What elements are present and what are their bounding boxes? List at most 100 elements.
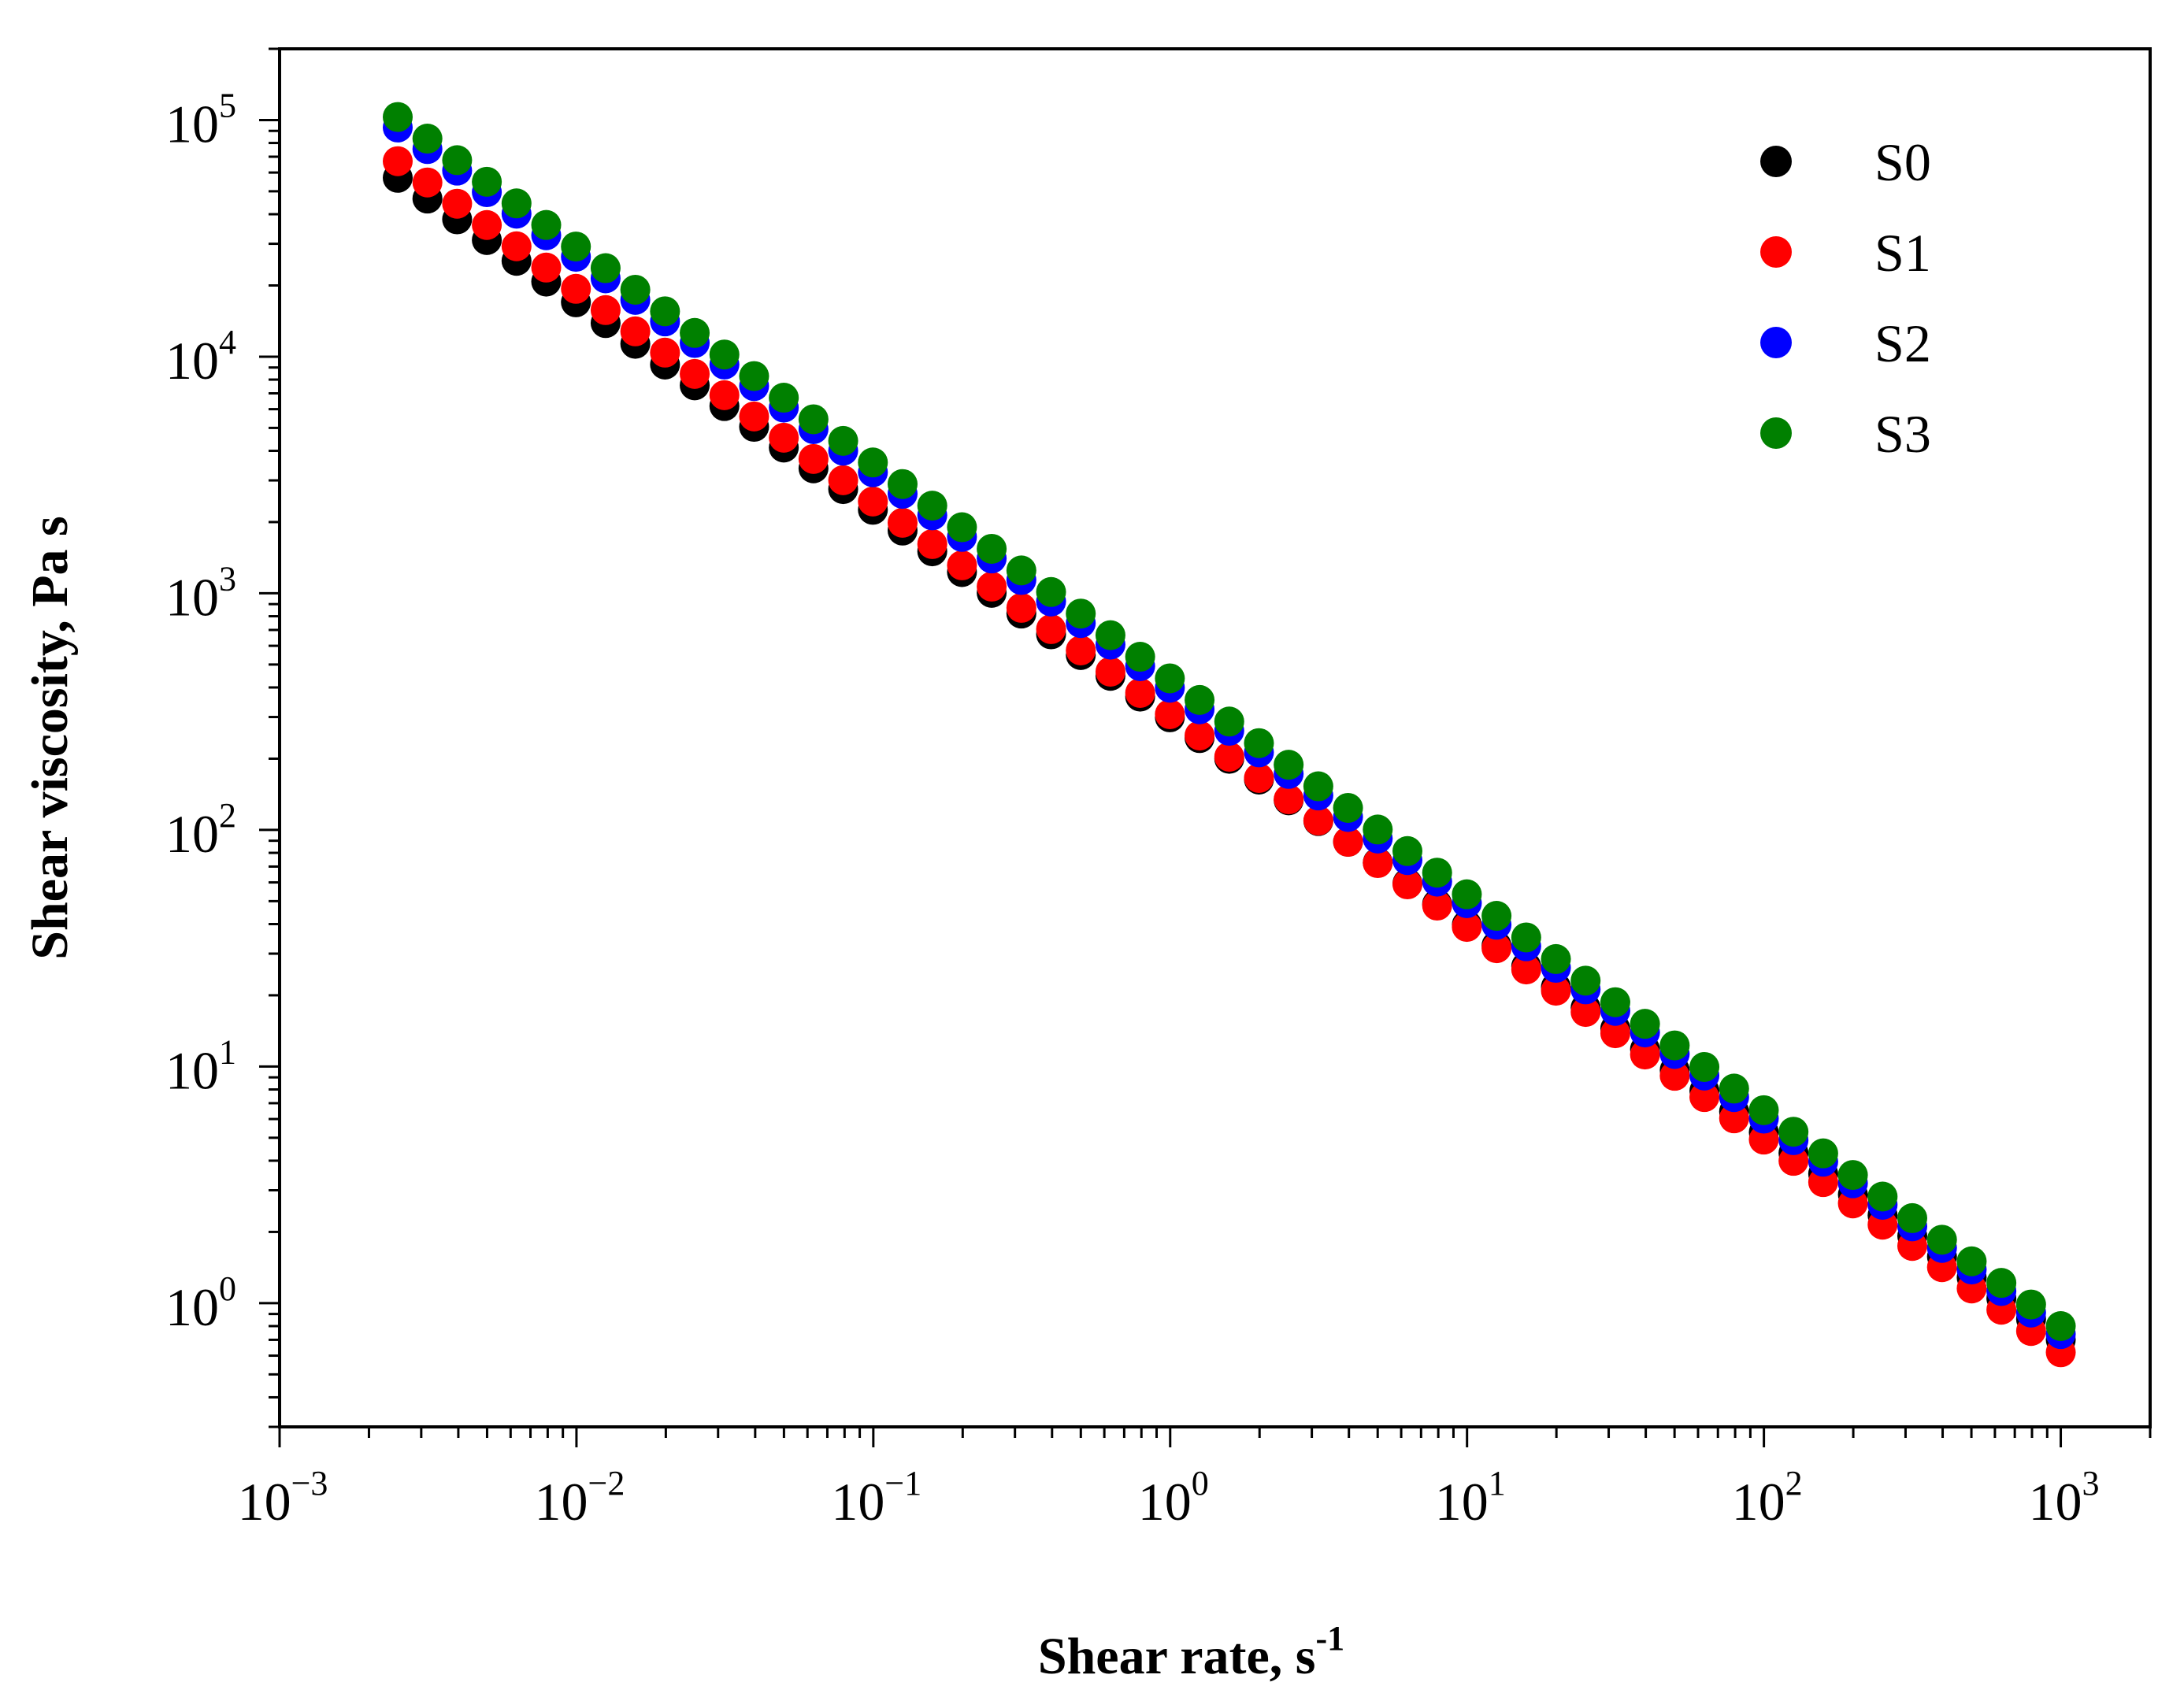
y-tick-base: 10 — [165, 94, 219, 154]
data-point-S3 — [650, 296, 680, 327]
data-point-S3 — [1095, 620, 1125, 650]
data-point-S3 — [1808, 1138, 1838, 1169]
y-tick-base: 10 — [165, 567, 219, 627]
data-point-S3 — [1303, 771, 1333, 802]
x-tick-label: 10−2 — [535, 1464, 625, 1532]
data-point-S3 — [1214, 706, 1244, 737]
data-point-S3 — [1867, 1181, 1898, 1212]
series-S1 — [382, 146, 2076, 1368]
legend-marker-S3 — [1760, 417, 1792, 449]
data-point-S3 — [798, 404, 829, 435]
y-tick-label: 101 — [165, 1032, 236, 1100]
x-tick-base: 10 — [1138, 1472, 1192, 1532]
data-point-S3 — [739, 361, 769, 391]
data-point-S1 — [1066, 635, 1096, 665]
x-tick-exponent: −2 — [588, 1464, 625, 1502]
data-points — [382, 102, 2076, 1368]
data-point-S3 — [1897, 1202, 1928, 1233]
y-tick-exponent: 0 — [219, 1269, 236, 1308]
data-point-S1 — [501, 231, 532, 261]
data-point-S1 — [1600, 1018, 1630, 1049]
data-point-S1 — [1422, 891, 1452, 921]
y-tick-exponent: 2 — [219, 796, 236, 835]
data-point-S3 — [1719, 1073, 1749, 1104]
data-point-S3 — [947, 512, 977, 543]
y-tick-exponent: 5 — [219, 86, 236, 124]
plot-frame — [278, 47, 2152, 1428]
data-point-S3 — [709, 339, 740, 370]
data-point-S1 — [561, 273, 591, 304]
data-point-S3 — [1926, 1224, 1957, 1255]
data-point-S1 — [1392, 869, 1423, 900]
y-tick-label: 103 — [165, 559, 236, 627]
data-point-S1 — [1214, 741, 1244, 772]
x-tick-base: 10 — [238, 1472, 291, 1532]
data-point-S1 — [680, 358, 710, 389]
data-point-S1 — [1274, 784, 1304, 815]
y-axis-title: Shear viscosity, Pa s — [21, 516, 79, 959]
x-tick-base: 10 — [831, 1472, 884, 1532]
data-point-S3 — [769, 383, 799, 413]
plot-area — [278, 47, 2152, 1428]
data-point-S1 — [472, 209, 502, 240]
x-tick-base: 10 — [535, 1472, 588, 1532]
data-point-S1 — [1125, 677, 1155, 708]
legend-label-S0: S0 — [1874, 132, 1931, 192]
data-point-S1 — [709, 380, 740, 410]
data-point-S1 — [828, 465, 858, 495]
x-tick-base: 10 — [1435, 1472, 1489, 1532]
data-point-S3 — [1600, 987, 1630, 1017]
x-tick-label: 103 — [2029, 1464, 2100, 1532]
data-point-S1 — [650, 337, 680, 368]
data-point-S3 — [442, 145, 473, 176]
data-point-S1 — [412, 167, 443, 198]
legend-label-S3: S3 — [1874, 404, 1931, 464]
data-point-S1 — [1748, 1124, 1779, 1155]
data-point-S1 — [1452, 912, 1482, 943]
data-point-S3 — [1333, 792, 1363, 823]
data-point-S3 — [1422, 858, 1452, 888]
data-point-S1 — [1244, 763, 1274, 794]
y-tick-label: 104 — [165, 323, 236, 391]
data-point-S3 — [1511, 922, 1541, 953]
x-tick-exponent: 2 — [1785, 1464, 1803, 1502]
y-tick-base: 10 — [165, 804, 219, 864]
y-tick-label: 102 — [165, 796, 236, 864]
data-point-S1 — [887, 507, 918, 538]
data-point-S3 — [887, 469, 918, 499]
data-point-S3 — [620, 274, 651, 305]
data-point-S1 — [1719, 1103, 1749, 1134]
data-point-S1 — [1659, 1061, 1690, 1091]
legend-marker-S0 — [1760, 146, 1792, 177]
data-point-S3 — [472, 166, 502, 197]
series-S3 — [382, 102, 2076, 1342]
data-point-S3 — [1392, 835, 1423, 866]
data-point-S1 — [1006, 592, 1036, 623]
data-point-S3 — [1481, 901, 1512, 932]
legend-marker-S2 — [1760, 327, 1792, 358]
data-point-S3 — [1274, 750, 1304, 780]
data-point-S1 — [977, 571, 1007, 602]
legend: S0 S1 S2 S3 — [1760, 132, 1931, 464]
data-point-S1 — [1363, 848, 1393, 879]
data-point-S1 — [1778, 1146, 1809, 1176]
data-point-S1 — [531, 252, 562, 283]
y-tick-base: 10 — [165, 331, 219, 391]
axis-titles: Shear rate, s-1 Shear viscosity, Pa s — [21, 516, 1344, 1685]
data-point-S1 — [620, 316, 651, 346]
data-point-S3 — [1659, 1030, 1690, 1061]
data-point-S3 — [1630, 1009, 1660, 1039]
legend-label-S1: S1 — [1874, 223, 1931, 283]
x-tick-label: 100 — [1138, 1464, 1209, 1532]
data-point-S3 — [1036, 576, 1066, 607]
data-point-S3 — [1452, 879, 1482, 910]
x-tick-label: 102 — [1732, 1464, 1803, 1532]
data-point-S1 — [798, 443, 829, 474]
data-point-S1 — [1185, 720, 1215, 750]
data-point-S3 — [1748, 1095, 1779, 1125]
x-tick-exponent: −3 — [291, 1464, 328, 1502]
x-tick-base: 10 — [1732, 1472, 1785, 1532]
data-point-S1 — [1689, 1082, 1720, 1113]
data-point-S3 — [1956, 1246, 1987, 1276]
